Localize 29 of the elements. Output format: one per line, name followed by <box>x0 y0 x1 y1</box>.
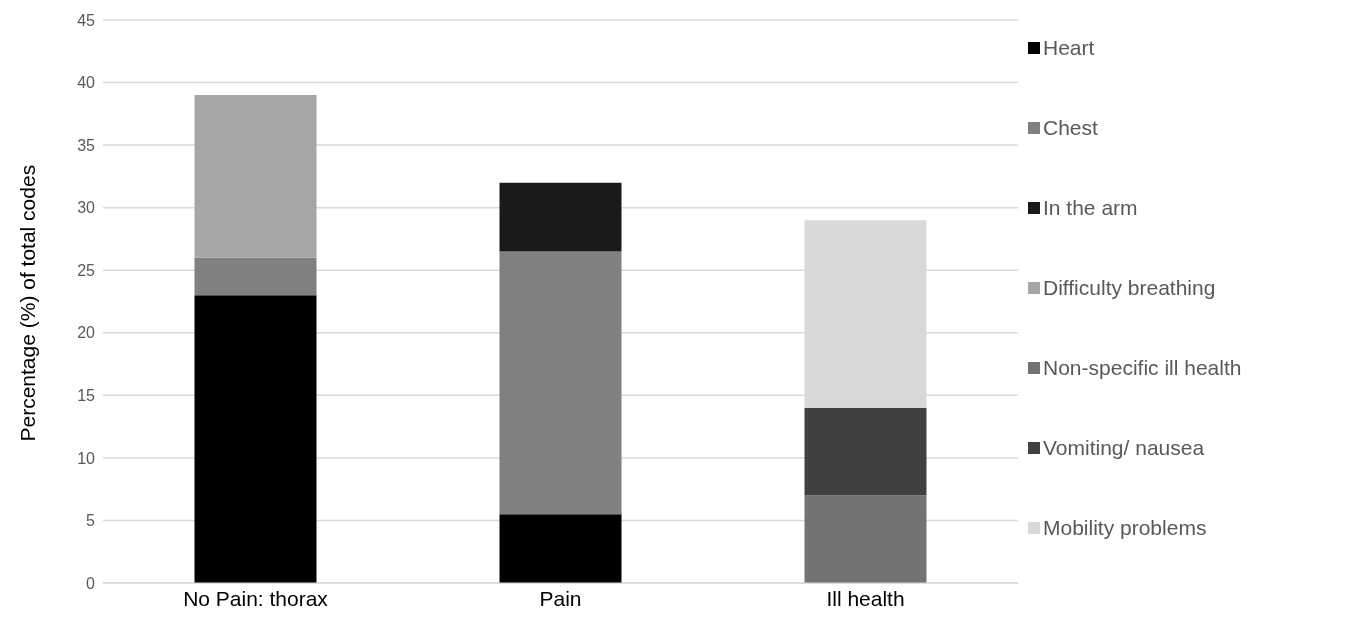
y-axis-title: Percentage (%) of total codes <box>16 164 40 442</box>
legend-label: Vomiting/ nausea <box>1042 436 1206 460</box>
bar <box>194 257 317 296</box>
legend-label: Mobility problems <box>1042 516 1208 540</box>
y-tick-label: 0 <box>86 574 96 592</box>
bar <box>194 95 317 258</box>
x-tick-label: Pain <box>539 586 582 610</box>
y-tick-label: 30 <box>77 199 96 217</box>
bar <box>194 295 317 583</box>
legend-label: Difficulty breathing <box>1042 276 1217 300</box>
legend-label: Chest <box>1042 116 1099 140</box>
legend-label: In the arm <box>1042 196 1139 220</box>
y-tick-label: 25 <box>77 261 96 279</box>
bar <box>499 514 622 583</box>
bar <box>499 251 622 515</box>
legend-label: Non-specific ill health <box>1042 356 1242 380</box>
y-tick-label: 15 <box>77 387 96 405</box>
legend-label: Heart <box>1042 36 1096 60</box>
y-tick-label: 45 <box>77 11 96 29</box>
y-tick-label: 35 <box>77 136 96 154</box>
y-tick-label: 10 <box>77 449 96 467</box>
y-tick-label: 5 <box>86 512 96 530</box>
bar <box>804 495 927 583</box>
x-tick-label: No Pain: thorax <box>183 586 329 610</box>
bar <box>804 407 927 496</box>
x-tick-label: Ill health <box>826 586 905 610</box>
bar <box>499 182 622 252</box>
y-tick-label: 40 <box>77 74 96 92</box>
y-tick-label: 20 <box>77 324 96 342</box>
